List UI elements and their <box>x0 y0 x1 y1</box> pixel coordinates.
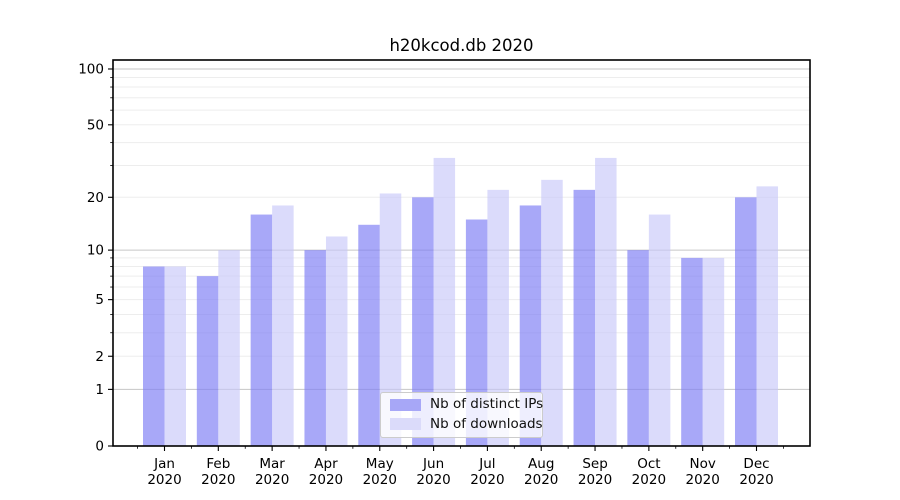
bar-downloads-feb <box>218 250 240 446</box>
legend-swatch-distinct-ips <box>390 398 421 411</box>
bar-downloads-mar <box>272 205 294 446</box>
bar-distinct-ips-nov <box>681 257 703 446</box>
bar-downloads-sep <box>595 157 617 446</box>
x-tick-label-month: Jul <box>478 456 495 472</box>
x-tick-label-year: 2020 <box>201 472 235 488</box>
bar-distinct-ips-dec <box>734 197 757 446</box>
bar-distinct-ips-mar <box>250 214 273 446</box>
bar-downloads-nov <box>702 257 725 446</box>
x-tick-label-month: Oct <box>637 456 660 472</box>
bar-distinct-ips-sep <box>573 189 596 446</box>
plot-frame <box>112 59 811 447</box>
x-tick-label-month: Aug <box>528 456 554 472</box>
y-tick-label: 2 <box>95 349 104 365</box>
x-tick-label-year: 2020 <box>524 472 558 488</box>
x-tick-label-year: 2020 <box>578 472 612 488</box>
x-tick-label-month: Mar <box>259 456 285 472</box>
y-tick-label: 0 <box>95 439 104 455</box>
y-tick-label: 1 <box>95 382 104 398</box>
x-tick-label-year: 2020 <box>147 472 181 488</box>
y-tick-label: 20 <box>87 190 104 206</box>
x-tick-label-year: 2020 <box>363 472 397 488</box>
y-tick-label: 100 <box>78 61 104 77</box>
legend-item-downloads: Nb of downloads <box>390 417 543 432</box>
x-tick-label-month: Sep <box>582 456 607 472</box>
legend-label-distinct-ips: Nb of distinct IPs <box>430 396 544 412</box>
x-tick-label-year: 2020 <box>255 472 289 488</box>
bar-distinct-ips-jun <box>412 197 434 446</box>
y-tick-label: 10 <box>87 243 104 259</box>
y-tick-label: 50 <box>87 117 104 133</box>
legend-item-distinct-ips: Nb of distinct IPs <box>390 397 543 412</box>
x-tick-label-year: 2020 <box>632 472 666 488</box>
x-tick-label-month: May <box>366 456 394 472</box>
x-tick-label-year: 2020 <box>686 472 720 488</box>
x-tick-label-year: 2020 <box>739 472 773 488</box>
bar-downloads-apr <box>325 236 348 446</box>
bar-distinct-ips-apr <box>304 250 326 446</box>
bar-downloads-jul <box>487 189 509 446</box>
bar-distinct-ips-aug <box>519 205 542 446</box>
legend-label-downloads: Nb of downloads <box>430 415 543 432</box>
bar-downloads-may <box>379 193 402 446</box>
bar-downloads-jun <box>433 157 456 446</box>
bar-downloads-aug <box>541 179 563 446</box>
bar-distinct-ips-may <box>358 224 380 446</box>
chart-title: h20kcod.db 2020 <box>389 36 534 55</box>
bar-distinct-ips-feb <box>196 276 219 446</box>
bar-downloads-dec <box>756 186 778 447</box>
bar-distinct-ips-jul <box>465 219 488 446</box>
x-tick-label-year: 2020 <box>309 472 343 488</box>
bar-distinct-ips-oct <box>627 250 649 446</box>
bar-downloads-oct <box>648 214 671 446</box>
legend: Nb of distinct IPs Nb of downloads <box>380 392 543 438</box>
x-tick-label-month: Jun <box>422 456 444 472</box>
bar-downloads-jan <box>164 266 186 446</box>
x-tick-label-month: Dec <box>743 456 769 472</box>
bar-distinct-ips-jan <box>143 266 165 446</box>
legend-swatch-downloads <box>390 418 421 431</box>
x-tick-label-month: Nov <box>690 456 716 472</box>
x-tick-label-year: 2020 <box>416 472 450 488</box>
x-tick-label-year: 2020 <box>470 472 504 488</box>
x-tick-label-month: Apr <box>314 456 338 472</box>
y-tick-label: 5 <box>95 292 104 308</box>
x-tick-label-month: Jan <box>153 456 175 472</box>
x-tick-label-month: Feb <box>206 456 230 472</box>
